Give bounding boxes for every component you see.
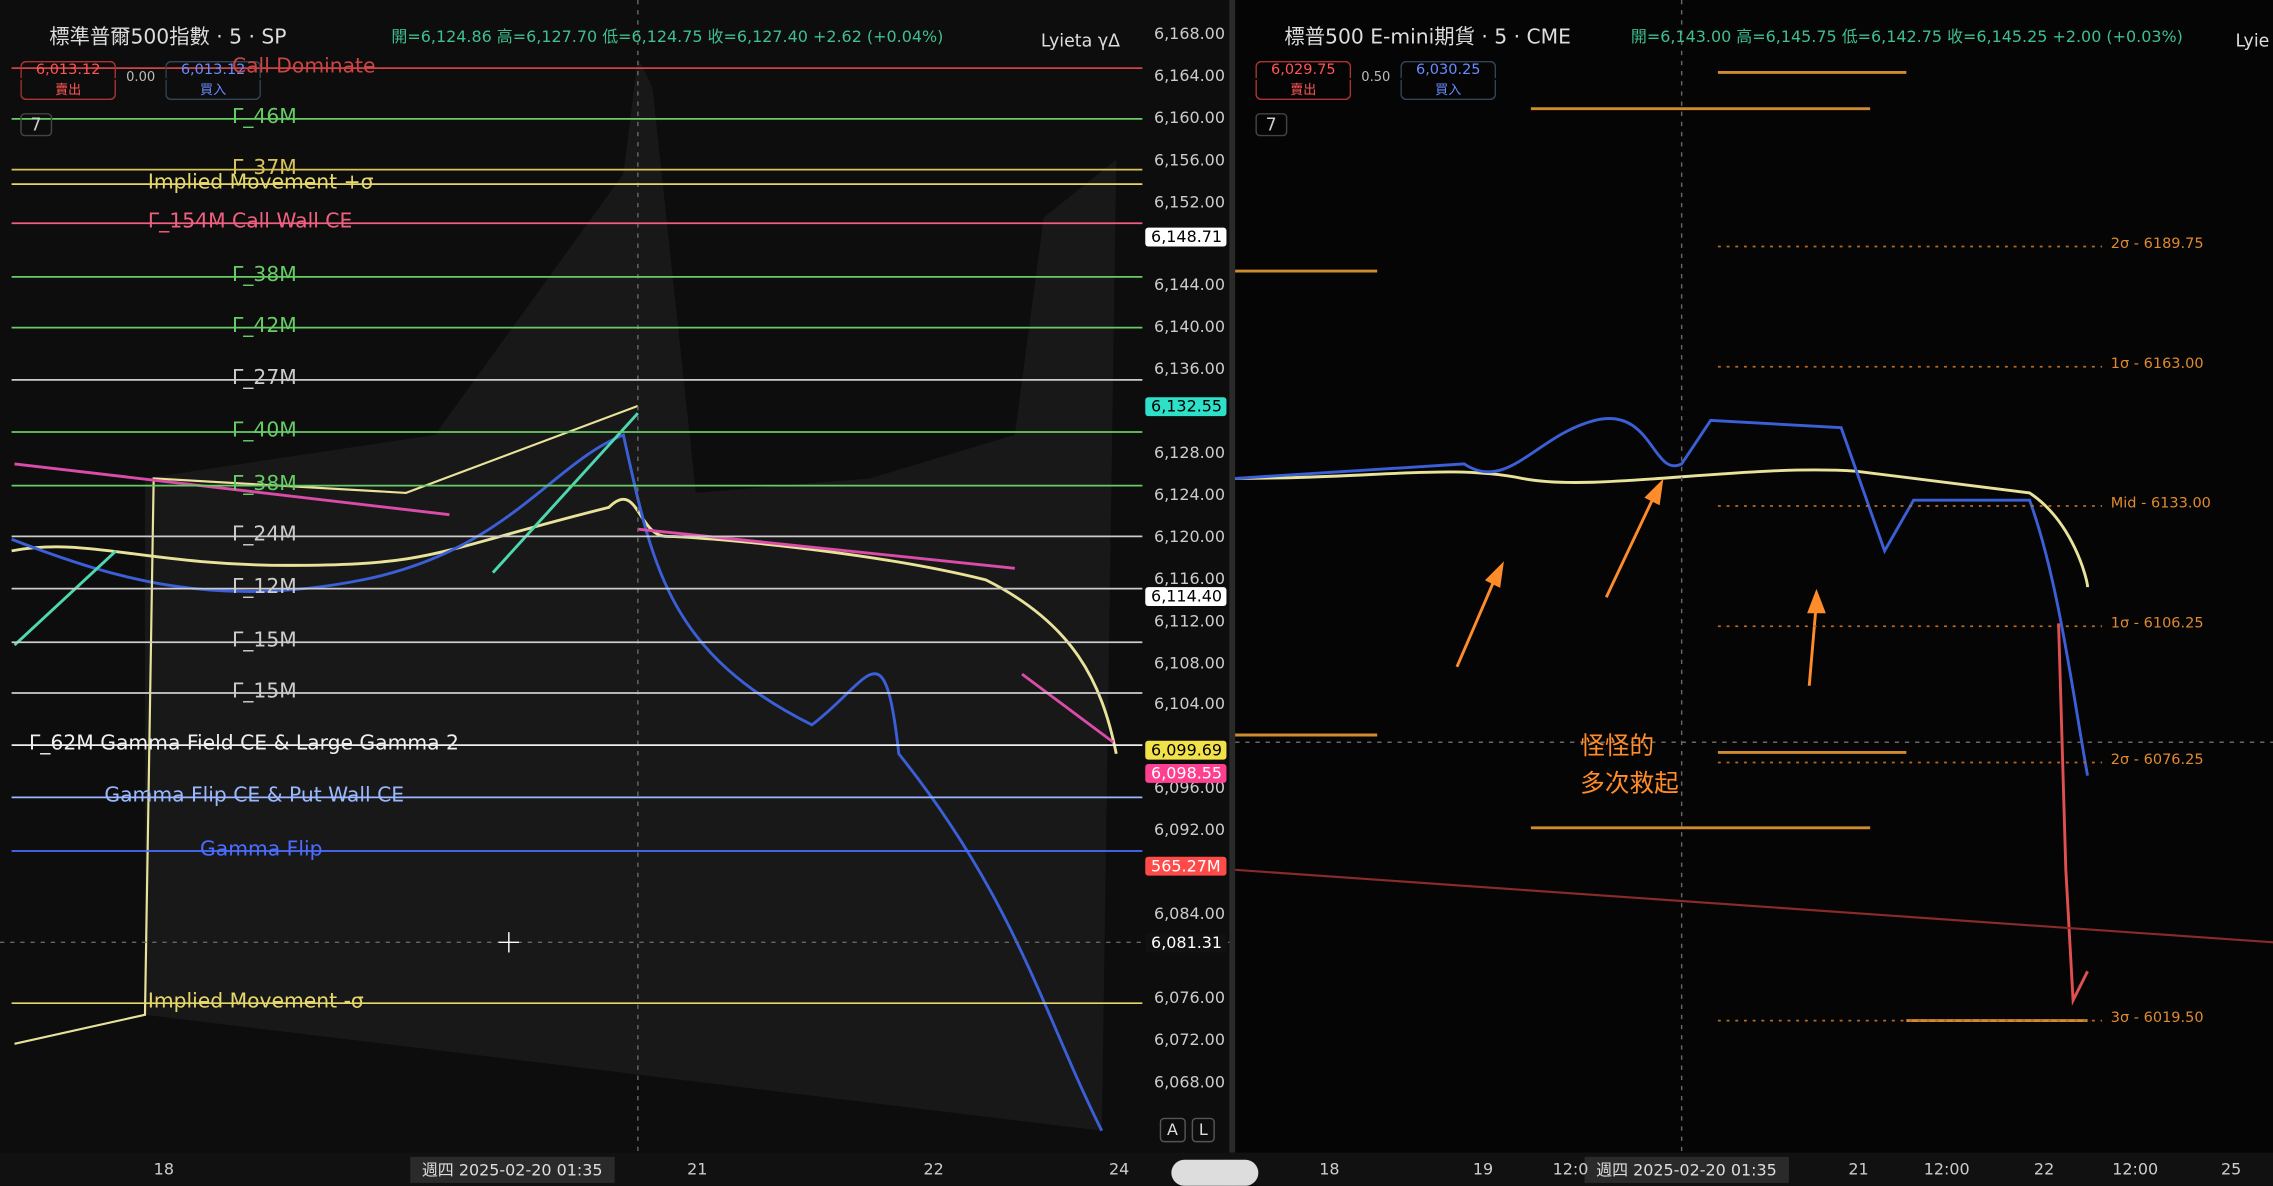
ohlc: 開=6,124.86 高=6,127.70 低=6,124.75 收=6,127… [391, 27, 944, 47]
price-label: 6,104.00 [1153, 694, 1225, 714]
level-label: 1σ - 6163.00 [2110, 356, 2204, 373]
level-label: Γ_154M Call Wall CE [147, 210, 353, 234]
level-label: 1σ - 6106.25 [2110, 616, 2204, 633]
price-label: 6,112.00 [1153, 611, 1225, 631]
level-label: Γ_37M [231, 156, 297, 180]
price-label: 6,116.00 [1153, 569, 1225, 589]
collapse[interactable]: 7 [1255, 113, 1287, 137]
time-label: 21 [687, 1159, 708, 1179]
symbol: 標準普爾500指數 · 5 · SP [49, 26, 287, 50]
level-label: 2σ - 6189.75 [2110, 236, 2204, 253]
price-label: 6,096.00 [1153, 778, 1225, 798]
annotation: 多次救起 [1580, 769, 1679, 799]
price-label: 6,164.00 [1153, 66, 1225, 86]
price-label: 6,168.00 [1153, 24, 1225, 44]
price-tag: 6,098.55 [1145, 763, 1227, 783]
level-label: Γ_38M [231, 472, 297, 496]
time-label: 24 [1109, 1159, 1130, 1179]
price-label: 6,152.00 [1153, 192, 1225, 212]
level-label: Γ_46M [231, 105, 297, 130]
ohlc: 開=6,143.00 高=6,145.75 低=6,142.75 收=6,145… [1630, 27, 2183, 47]
price-tag: 6,099.69 [1145, 740, 1227, 760]
symbol: 標普500 E-mini期貨 · 5 · CME [1284, 26, 1571, 50]
spread: 0.00 [126, 71, 156, 86]
price-label: 6,084.00 [1153, 904, 1225, 924]
time-label: 22 [2033, 1159, 2055, 1179]
price-label: 6,108.00 [1153, 653, 1225, 672]
level-label: Γ_42M [231, 314, 297, 338]
price-tag: 6,081.31 [1145, 933, 1227, 953]
sell-label[interactable]: 賣出 [1255, 79, 1352, 101]
time-label: 22 [923, 1159, 944, 1179]
time-label: 12:0 [1552, 1159, 1589, 1179]
level-label: Implied Movement -σ [147, 990, 364, 1014]
price-tag: 6,132.55 [1145, 397, 1227, 417]
level-label: Γ_40M [231, 418, 297, 443]
time-label: 12:00 [2112, 1159, 2159, 1179]
level-label: Γ_12M [231, 575, 297, 599]
price-label: 6,124.00 [1153, 485, 1225, 505]
time-label: 18 [153, 1159, 174, 1179]
price-label: 6,160.00 [1153, 108, 1225, 128]
sell-price[interactable]: 6,013.12 [20, 60, 116, 79]
time-label: 18 [1319, 1159, 1340, 1179]
buy-label[interactable]: 買入 [165, 79, 261, 101]
buy-price[interactable]: 6,030.25 [1400, 60, 1497, 79]
level-label: Γ_27M [231, 366, 297, 390]
time-label: 12:00 [1923, 1159, 1970, 1179]
spread: 0.50 [1361, 71, 1391, 86]
time-label: 21 [1848, 1159, 1869, 1179]
level-label: Γ_15M [231, 629, 297, 653]
buy-label[interactable]: 買入 [1400, 79, 1497, 101]
collapse[interactable]: 7 [20, 113, 52, 137]
level-label: Γ_15M [231, 679, 297, 704]
level-label: Γ_38M [231, 263, 297, 288]
price-label: 6,136.00 [1153, 359, 1225, 379]
price-tag: 565.27M [1145, 856, 1227, 876]
level-label: Mid - 6133.00 [2110, 495, 2211, 512]
price-label: 6,068.00 [1153, 1072, 1225, 1091]
price-label: 6,072.00 [1153, 1030, 1225, 1049]
price-tag: 6,148.71 [1145, 227, 1227, 247]
time-label: 19 [1472, 1159, 1494, 1179]
annotation: 怪怪的 [1580, 732, 1655, 762]
price-label: 6,144.00 [1153, 276, 1225, 295]
sell-label[interactable]: 賣出 [20, 79, 116, 101]
level-label: Gamma Flip [200, 837, 323, 862]
price-tag: 6,114.40 [1145, 587, 1227, 606]
level-label: Call Dominate [231, 55, 376, 79]
scale-button[interactable]: A [1159, 1117, 1186, 1143]
level-label: Implied Movement +σ [147, 171, 374, 195]
price-label: 6,076.00 [1153, 988, 1225, 1008]
level-label: Γ_24M [231, 523, 297, 547]
cursor-time: 週四 2025-02-20 01:35 [410, 1156, 615, 1183]
price-label: 6,156.00 [1153, 150, 1225, 170]
indicator: Lyieta γΔ [1040, 30, 1121, 51]
time-label: 25 [2220, 1159, 2242, 1179]
price-label: 6,140.00 [1153, 317, 1225, 337]
price-label: 6,120.00 [1153, 527, 1225, 547]
level-label: Γ_62M Gamma Field CE & Large Gamma 2 [28, 732, 459, 756]
sell-price[interactable]: 6,029.75 [1255, 60, 1352, 79]
level-label: 3σ - 6019.50 [2110, 1010, 2204, 1027]
price-label: 6,128.00 [1153, 443, 1225, 463]
price-label: 6,092.00 [1153, 820, 1225, 840]
scale-button[interactable]: L [1191, 1117, 1216, 1143]
level-label: Gamma Flip CE & Put Wall CE [104, 784, 405, 808]
indicator: Lyie [2235, 30, 2270, 51]
level-label: 2σ - 6076.25 [2110, 752, 2204, 769]
buy-price[interactable]: 6,013.12 [165, 60, 261, 79]
cursor-time: 週四 2025-02-20 01:35 [1584, 1156, 1789, 1183]
